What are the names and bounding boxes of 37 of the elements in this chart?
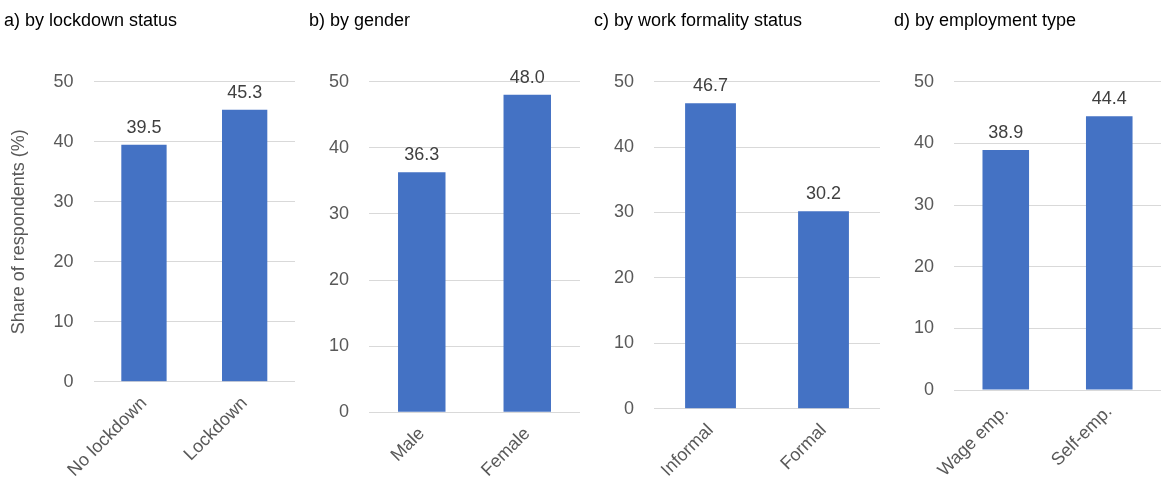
data-label: 45.3 <box>227 81 263 102</box>
data-label: 48.0 <box>509 66 545 87</box>
chart-title: b) by gender <box>309 9 411 30</box>
y-tick-label: 50 <box>53 70 74 91</box>
chart-title: c) by work formality status <box>594 9 803 30</box>
y-tick-label: 30 <box>613 201 635 222</box>
y-tick-label: 50 <box>328 70 350 91</box>
y-tick-label: 0 <box>63 370 74 391</box>
data-label: 30.2 <box>805 183 842 204</box>
y-tick-label: 30 <box>328 202 350 223</box>
y-axis-title: Share of respondents (%) <box>7 129 28 335</box>
y-tick-label: 20 <box>53 250 74 271</box>
chart-title: a) by lockdown status <box>4 9 178 30</box>
y-tick-label: 20 <box>913 255 935 276</box>
y-tick-label: 0 <box>624 397 635 418</box>
data-label: 39.5 <box>126 116 162 137</box>
y-tick-label: 40 <box>328 136 350 157</box>
y-tick-label: 40 <box>613 136 635 156</box>
y-tick-label: 20 <box>328 268 350 289</box>
y-tick-label: 50 <box>913 70 935 91</box>
y-tick-label: 40 <box>53 130 74 151</box>
chart-title: d) by employment type <box>894 9 1077 30</box>
data-label: 46.7 <box>692 75 729 96</box>
y-tick-label: 0 <box>339 401 350 422</box>
y-tick-label: 0 <box>924 379 935 400</box>
y-tick-label: 10 <box>328 335 350 356</box>
y-tick-label: 30 <box>913 193 935 214</box>
y-tick-label: 20 <box>613 266 635 287</box>
y-tick-label: 10 <box>613 332 635 353</box>
data-label: 44.4 <box>1091 88 1127 109</box>
y-tick-label: 10 <box>913 317 935 338</box>
y-tick-label: 10 <box>53 310 74 331</box>
y-tick-label: 50 <box>613 70 635 91</box>
data-label: 36.3 <box>404 144 440 165</box>
data-label: 38.9 <box>988 122 1024 143</box>
y-tick-label: 30 <box>53 190 74 211</box>
y-tick-label: 40 <box>913 132 935 153</box>
